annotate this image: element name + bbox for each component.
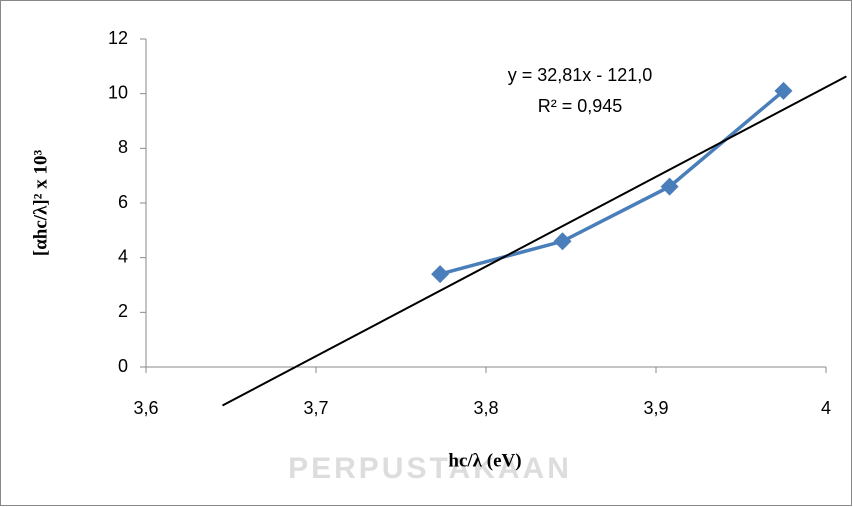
chart: PERPUSTAKAAN hc/λ (eV) [αhc/λ]² x 10³ y … — [0, 0, 853, 507]
x-tick-label: 4 — [821, 398, 831, 418]
y-tick-label: 10 — [108, 82, 128, 102]
x-tick-label: 3,7 — [303, 398, 328, 418]
watermark: PERPUSTAKAAN — [288, 452, 572, 485]
trendline-r2: R² = 0,945 — [538, 96, 623, 116]
y-tick-label: 4 — [118, 246, 128, 266]
x-tick-label: 3,8 — [473, 398, 498, 418]
y-tick-label: 8 — [118, 137, 128, 157]
x-tick-label: 3,9 — [643, 398, 668, 418]
y-tick-label: 0 — [118, 356, 128, 376]
y-axis-label: [αhc/λ]² x 10³ — [30, 150, 51, 257]
y-tick-label: 12 — [108, 28, 128, 48]
trendline-equation: y = 32,81x - 121,0 — [508, 65, 653, 85]
y-tick-label: 2 — [118, 301, 128, 321]
x-tick-label: 3,6 — [133, 398, 158, 418]
y-tick-label: 6 — [118, 192, 128, 212]
chart-border — [1, 1, 852, 506]
x-axis-label: hc/λ (eV) — [448, 450, 521, 471]
